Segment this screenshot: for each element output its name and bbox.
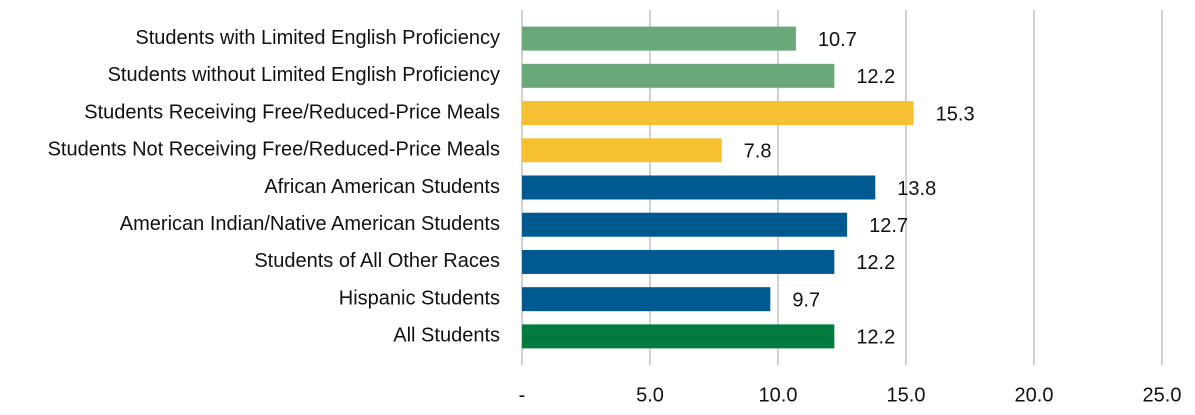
y-tick-label: American Indian/Native American Students — [120, 213, 500, 235]
y-tick-label: All Students — [393, 325, 500, 347]
data-label: 12.7 — [869, 215, 908, 237]
data-label: 10.7 — [818, 29, 857, 51]
x-tick-label: 15.0 — [887, 384, 926, 406]
y-tick-label: Students of All Other Races — [254, 250, 500, 272]
y-tick-label: African American Students — [264, 176, 500, 198]
bar — [522, 324, 835, 349]
y-tick-label: Students without Limited English Profici… — [108, 64, 500, 86]
y-tick-label: Students Not Receiving Free/Reduced-Pric… — [48, 139, 500, 161]
x-tick-label: 20.0 — [1015, 384, 1054, 406]
bar — [522, 175, 876, 200]
bar — [522, 249, 835, 274]
x-tick-label: - — [519, 384, 526, 406]
x-tick-label: 5.0 — [636, 384, 664, 406]
bar — [522, 212, 848, 237]
data-label: 7.8 — [744, 141, 772, 163]
data-label: 12.2 — [856, 252, 895, 274]
bar — [522, 101, 914, 126]
data-label: 13.8 — [897, 178, 936, 200]
bar — [522, 138, 722, 163]
x-tick-label: 25.0 — [1143, 384, 1182, 406]
data-label: 9.7 — [792, 289, 820, 311]
y-tick-label: Hispanic Students — [339, 287, 500, 309]
data-label: 12.2 — [856, 327, 895, 349]
data-label: 12.2 — [856, 66, 895, 88]
y-tick-label: Students Receiving Free/Reduced-Price Me… — [84, 101, 500, 123]
bar — [522, 63, 835, 88]
bar — [522, 26, 796, 51]
x-tick-label: 10.0 — [759, 384, 798, 406]
bar — [522, 287, 771, 312]
y-tick-label: Students with Limited English Proficienc… — [135, 27, 500, 49]
data-label: 15.3 — [936, 103, 975, 125]
